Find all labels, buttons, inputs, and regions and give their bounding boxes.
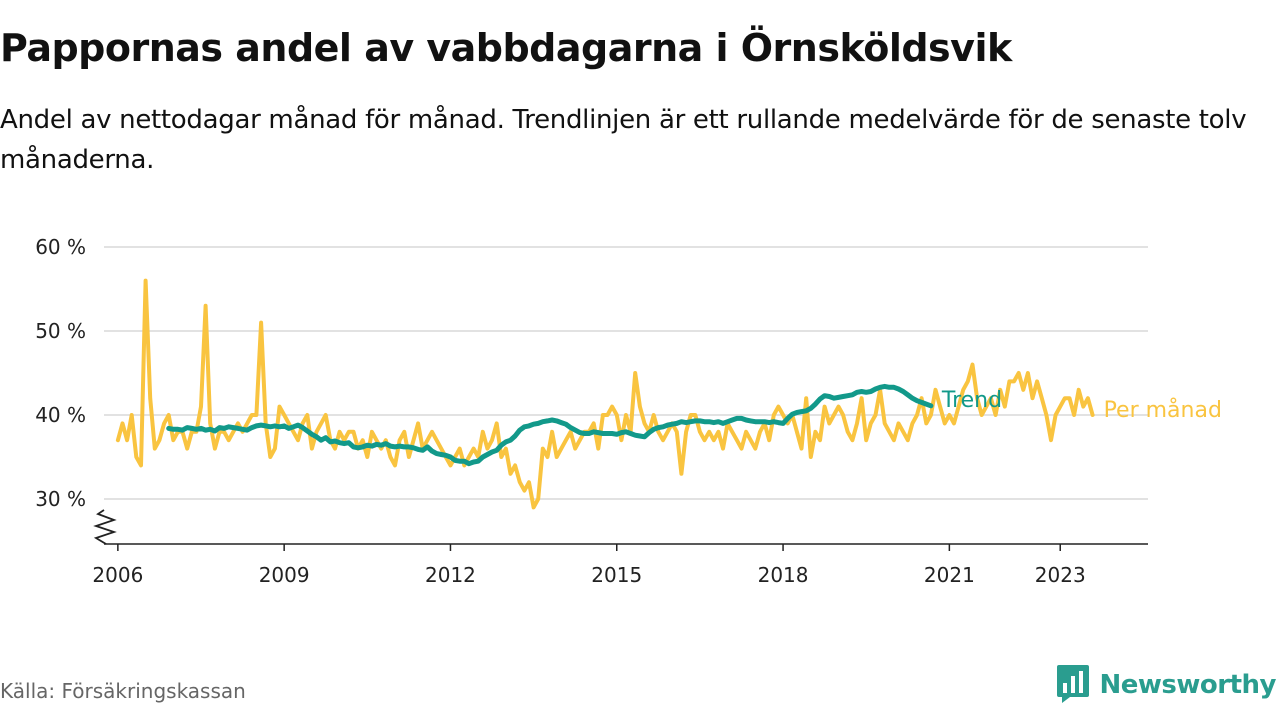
series-line-per-manad — [115, 278, 1095, 510]
y-tick-label: 30 % — [35, 487, 86, 511]
x-tick-label: 2012 — [425, 563, 476, 587]
x-tick-label: 2006 — [92, 563, 143, 587]
x-tick-label: 2009 — [259, 563, 310, 587]
x-tick-label: 2023 — [1035, 563, 1086, 587]
x-tick-label: 2021 — [924, 563, 975, 587]
bar-chart-speech-bubble-icon — [1056, 663, 1090, 707]
y-axis-tick-labels: 30 % 40 % 50 % 60 % — [35, 235, 86, 511]
x-axis — [93, 509, 1148, 551]
y-tick-label: 40 % — [35, 403, 86, 427]
x-tick-label: 2015 — [591, 563, 642, 587]
y-tick-label: 50 % — [35, 319, 86, 343]
series-lines — [115, 278, 1095, 510]
brand-logo: Newsworthy — [1056, 663, 1277, 707]
series-end-labels: Trend Per månad — [941, 388, 1222, 423]
y-axis-break-marker — [93, 509, 117, 545]
x-tick-label: 2018 — [758, 563, 809, 587]
chart-subtitle: Andel av nettodagar månad för månad. Tre… — [0, 105, 1247, 175]
chart-title: Pappornas andel av vabbdagarna i Örnsköl… — [0, 26, 1012, 70]
gridlines — [104, 246, 1148, 500]
series-end-label-trend: Trend — [941, 388, 1002, 413]
source-note: Källa: Försäkringskassan — [0, 679, 246, 703]
y-tick-label: 60 % — [35, 235, 86, 259]
series-line-trend — [166, 383, 934, 467]
x-axis-tick-labels: 2006 2009 2012 2015 2018 2021 2023 — [92, 563, 1085, 587]
series-end-label-per-manad: Per månad — [1104, 397, 1222, 423]
brand-name: Newsworthy — [1099, 670, 1277, 700]
